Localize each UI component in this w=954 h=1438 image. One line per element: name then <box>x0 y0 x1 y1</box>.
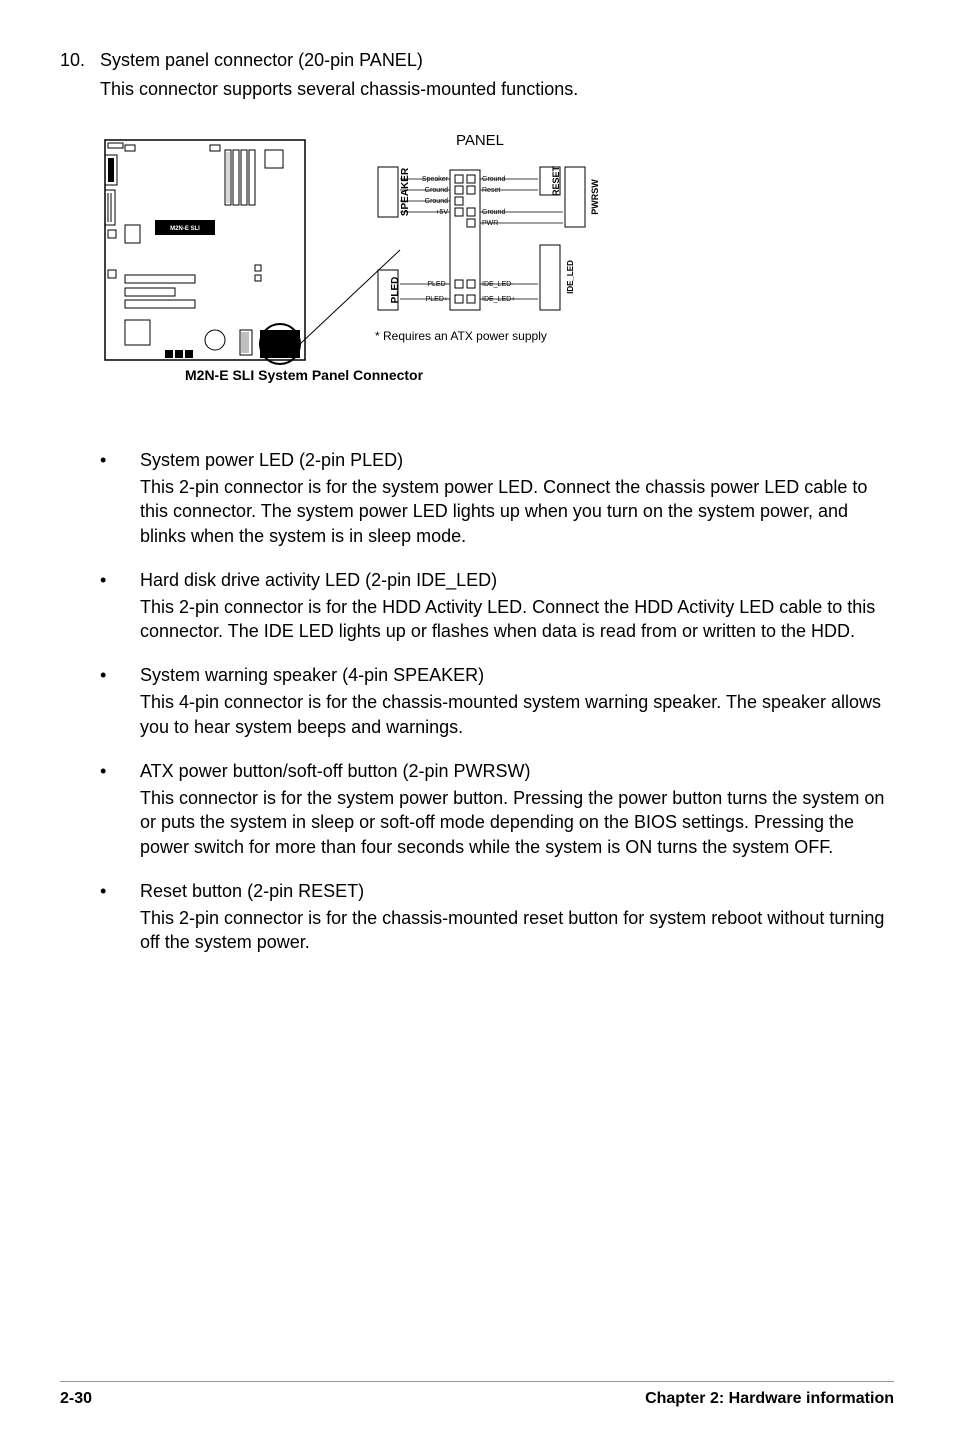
svg-text:Ground: Ground <box>482 176 505 183</box>
bullet-desc: This 2-pin connector is for the HDD Acti… <box>140 595 894 644</box>
svg-text:PANEL: PANEL <box>456 132 504 149</box>
svg-text:Reset: Reset <box>482 187 500 194</box>
svg-text:+5V: +5V <box>435 209 448 216</box>
bullet-desc: This 4-pin connector is for the chassis-… <box>140 690 894 739</box>
bullet-marker: • <box>100 570 140 644</box>
numbered-heading: 10. System panel connector (20-pin PANEL… <box>60 50 894 71</box>
panel-diagram: M2N-E SLI PANEL <box>100 130 894 415</box>
svg-text:RESET: RESET <box>551 165 561 196</box>
svg-text:Ground: Ground <box>425 198 448 205</box>
svg-text:IDE_LED: IDE_LED <box>566 260 575 294</box>
diagram-svg: M2N-E SLI PANEL <box>100 130 650 410</box>
page-footer: 2-30 Chapter 2: Hardware information <box>60 1381 894 1408</box>
bullet-marker: • <box>100 450 140 548</box>
bullet-title: Hard disk drive activity LED (2-pin IDE_… <box>140 570 894 591</box>
item-title: System panel connector (20-pin PANEL) <box>100 50 423 71</box>
bullet-desc: This 2-pin connector is for the system p… <box>140 475 894 548</box>
svg-text:SPEAKER: SPEAKER <box>400 167 411 216</box>
bullet-title: System power LED (2-pin PLED) <box>140 450 894 471</box>
svg-text:PLED+: PLED+ <box>426 296 448 303</box>
bullet-marker: • <box>100 665 140 739</box>
list-item: • ATX power button/soft-off button (2-pi… <box>100 761 894 859</box>
bullet-title: System warning speaker (4-pin SPEAKER) <box>140 665 894 686</box>
bullet-title: ATX power button/soft-off button (2-pin … <box>140 761 894 782</box>
bullet-desc: This 2-pin connector is for the chassis-… <box>140 906 894 955</box>
svg-text:M2N-E SLI System Panel Connect: M2N-E SLI System Panel Connector <box>185 367 424 383</box>
bullet-marker: • <box>100 761 140 859</box>
svg-text:Speaker: Speaker <box>422 176 449 183</box>
svg-text:M2N-E SLI: M2N-E SLI <box>170 226 200 232</box>
svg-text:PLED-: PLED- <box>427 281 448 288</box>
svg-text:Ground: Ground <box>425 187 448 194</box>
list-item: • Reset button (2-pin RESET) This 2-pin … <box>100 881 894 955</box>
intro-text: This connector supports several chassis-… <box>100 79 894 100</box>
page-number: 2-30 <box>60 1390 92 1408</box>
svg-text:* Requires an ATX power supply: * Requires an ATX power supply <box>375 329 547 343</box>
bullet-title: Reset button (2-pin RESET) <box>140 881 894 902</box>
svg-text:PWRSW: PWRSW <box>590 179 600 215</box>
svg-text:IDE_LED-: IDE_LED- <box>482 281 514 288</box>
list-item: • System warning speaker (4-pin SPEAKER)… <box>100 665 894 739</box>
svg-text:IDE_LED+: IDE_LED+ <box>482 296 515 303</box>
bullet-desc: This connector is for the system power b… <box>140 786 894 859</box>
svg-text:PWR: PWR <box>482 220 498 227</box>
list-item: • System power LED (2-pin PLED) This 2-p… <box>100 450 894 548</box>
bullet-marker: • <box>100 881 140 955</box>
list-item: • Hard disk drive activity LED (2-pin ID… <box>100 570 894 644</box>
chapter-title: Chapter 2: Hardware information <box>645 1390 894 1408</box>
svg-text:PLED: PLED <box>390 277 401 304</box>
svg-text:Ground: Ground <box>482 209 505 216</box>
bullet-list: • System power LED (2-pin PLED) This 2-p… <box>100 450 894 955</box>
item-number: 10. <box>60 50 100 71</box>
